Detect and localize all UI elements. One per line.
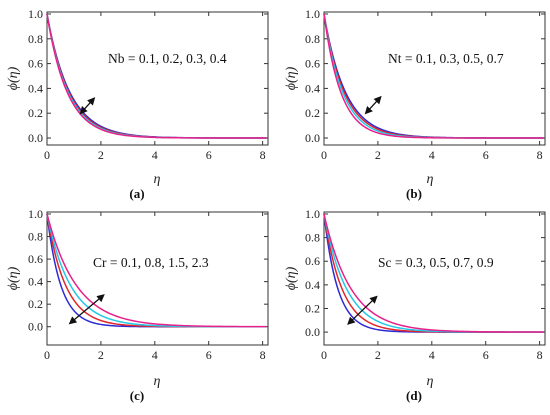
- series-line-1: [46, 13, 267, 139]
- x-axis-label: η: [427, 374, 434, 389]
- x-tick-label: 8: [537, 348, 543, 362]
- trend-arrow: [364, 95, 382, 115]
- x-tick-label: 4: [429, 148, 435, 162]
- y-tick-label: 0.0: [305, 325, 320, 339]
- y-tick-label: 0.2: [305, 301, 320, 315]
- series-line-1: [323, 213, 544, 333]
- y-tick-label: 0.6: [28, 252, 43, 266]
- series-line-4: [46, 213, 267, 328]
- y-tick-label: 0.4: [28, 275, 43, 289]
- x-tick-label: 2: [98, 348, 104, 362]
- x-tick-label: 0: [44, 348, 50, 362]
- y-tick-label: 0.6: [28, 57, 43, 71]
- x-axis-label: η: [154, 172, 161, 187]
- x-tick-label: 2: [375, 148, 381, 162]
- y-tick-label: 0.4: [28, 81, 43, 95]
- parameter-annotation: Nt = 0.1, 0.3, 0.5, 0.7: [388, 51, 504, 66]
- series-line-3: [46, 13, 267, 139]
- x-tick-label: 8: [537, 148, 543, 162]
- x-tick-label: 4: [152, 348, 158, 362]
- y-tick-label: 0.0: [28, 131, 43, 145]
- plot-frame: [323, 211, 546, 346]
- series-line-4: [46, 13, 267, 139]
- panel-caption: (d): [406, 388, 422, 403]
- x-tick-label: 8: [260, 148, 266, 162]
- y-tick-label: 1.0: [28, 207, 43, 221]
- series-line-2: [46, 213, 267, 328]
- x-tick-label: 0: [321, 148, 327, 162]
- x-tick-label: 4: [429, 348, 435, 362]
- y-axis-label: ϕ(η): [6, 66, 21, 90]
- y-tick-label: 0.2: [28, 297, 43, 311]
- panel-caption: (a): [129, 186, 144, 201]
- y-tick-label: 0.8: [305, 32, 320, 46]
- series-line-3: [46, 213, 267, 328]
- plot-frame: [46, 211, 269, 346]
- chart-panel-2: 0.0 0.2 0.4 0.6 0.8 1.0 0 2 4 6 8 Nt = 0.1, 0.3, 0.…: [284, 7, 546, 201]
- y-tick-label: 0.2: [28, 106, 43, 120]
- y-tick-label: 0.6: [305, 57, 320, 71]
- x-tick-label: 6: [483, 148, 489, 162]
- series-line-4: [323, 213, 544, 333]
- y-tick-label: 1.0: [28, 7, 43, 21]
- y-tick-label: 0.4: [305, 278, 320, 292]
- series-line-3: [323, 213, 544, 333]
- parameter-annotation: Cr = 0.1, 0.8, 1.5, 2.3: [93, 255, 209, 270]
- chart-panel-4: 0.0 0.2 0.4 0.6 0.8 1.0 0 2 4 6 8 Sc = 0.3, 0.5, 0.…: [284, 207, 546, 403]
- y-tick-label: 0.4: [305, 81, 320, 95]
- series-line-4: [323, 13, 544, 139]
- plot-frame: [323, 11, 546, 146]
- y-tick-label: 0.8: [28, 230, 43, 244]
- chart-panel-1: 0.0 0.2 0.4 0.6 0.8 1.0 0 2 4 6 8 Nb = 0.1, 0.2, 0.…: [6, 7, 269, 201]
- y-tick-label: 0.2: [305, 106, 320, 120]
- y-tick-label: 0.0: [305, 131, 320, 145]
- y-tick-label: 0.0: [28, 320, 43, 334]
- panel-caption: (c): [130, 388, 144, 403]
- y-tick-label: 0.6: [305, 254, 320, 268]
- x-tick-label: 6: [483, 348, 489, 362]
- y-tick-label: 0.8: [28, 32, 43, 46]
- parameter-annotation: Nb = 0.1, 0.2, 0.3, 0.4: [108, 51, 227, 66]
- x-tick-label: 6: [206, 348, 212, 362]
- y-tick-label: 0.8: [305, 231, 320, 245]
- chart-panel-3: 0.0 0.2 0.4 0.6 0.8 1.0 0 2 4 6 8 Cr = 0.1, 0.8, 1.…: [6, 207, 269, 403]
- series-line-2: [46, 13, 267, 139]
- trend-arrow: [347, 295, 378, 325]
- x-tick-label: 0: [321, 348, 327, 362]
- x-tick-label: 0: [44, 148, 50, 162]
- y-tick-label: 1.0: [305, 207, 320, 221]
- x-tick-label: 4: [152, 148, 158, 162]
- x-tick-label: 8: [260, 348, 266, 362]
- y-axis-label: ϕ(η): [284, 266, 299, 290]
- trend-arrow: [68, 294, 105, 325]
- x-axis-label: η: [154, 374, 161, 389]
- x-tick-label: 2: [98, 148, 104, 162]
- series-line-1: [46, 213, 267, 328]
- parameter-annotation: Sc = 0.3, 0.5, 0.7, 0.9: [378, 255, 494, 270]
- x-tick-label: 6: [206, 148, 212, 162]
- x-tick-label: 2: [375, 348, 381, 362]
- x-axis-label: η: [427, 172, 434, 187]
- series-line-2: [323, 213, 544, 333]
- panel-caption: (b): [406, 186, 422, 201]
- y-axis-label: ϕ(η): [284, 66, 299, 90]
- y-tick-label: 1.0: [305, 7, 320, 21]
- trend-arrow: [79, 97, 96, 115]
- plot-frame: [46, 11, 269, 146]
- y-axis-label: ϕ(η): [6, 266, 21, 290]
